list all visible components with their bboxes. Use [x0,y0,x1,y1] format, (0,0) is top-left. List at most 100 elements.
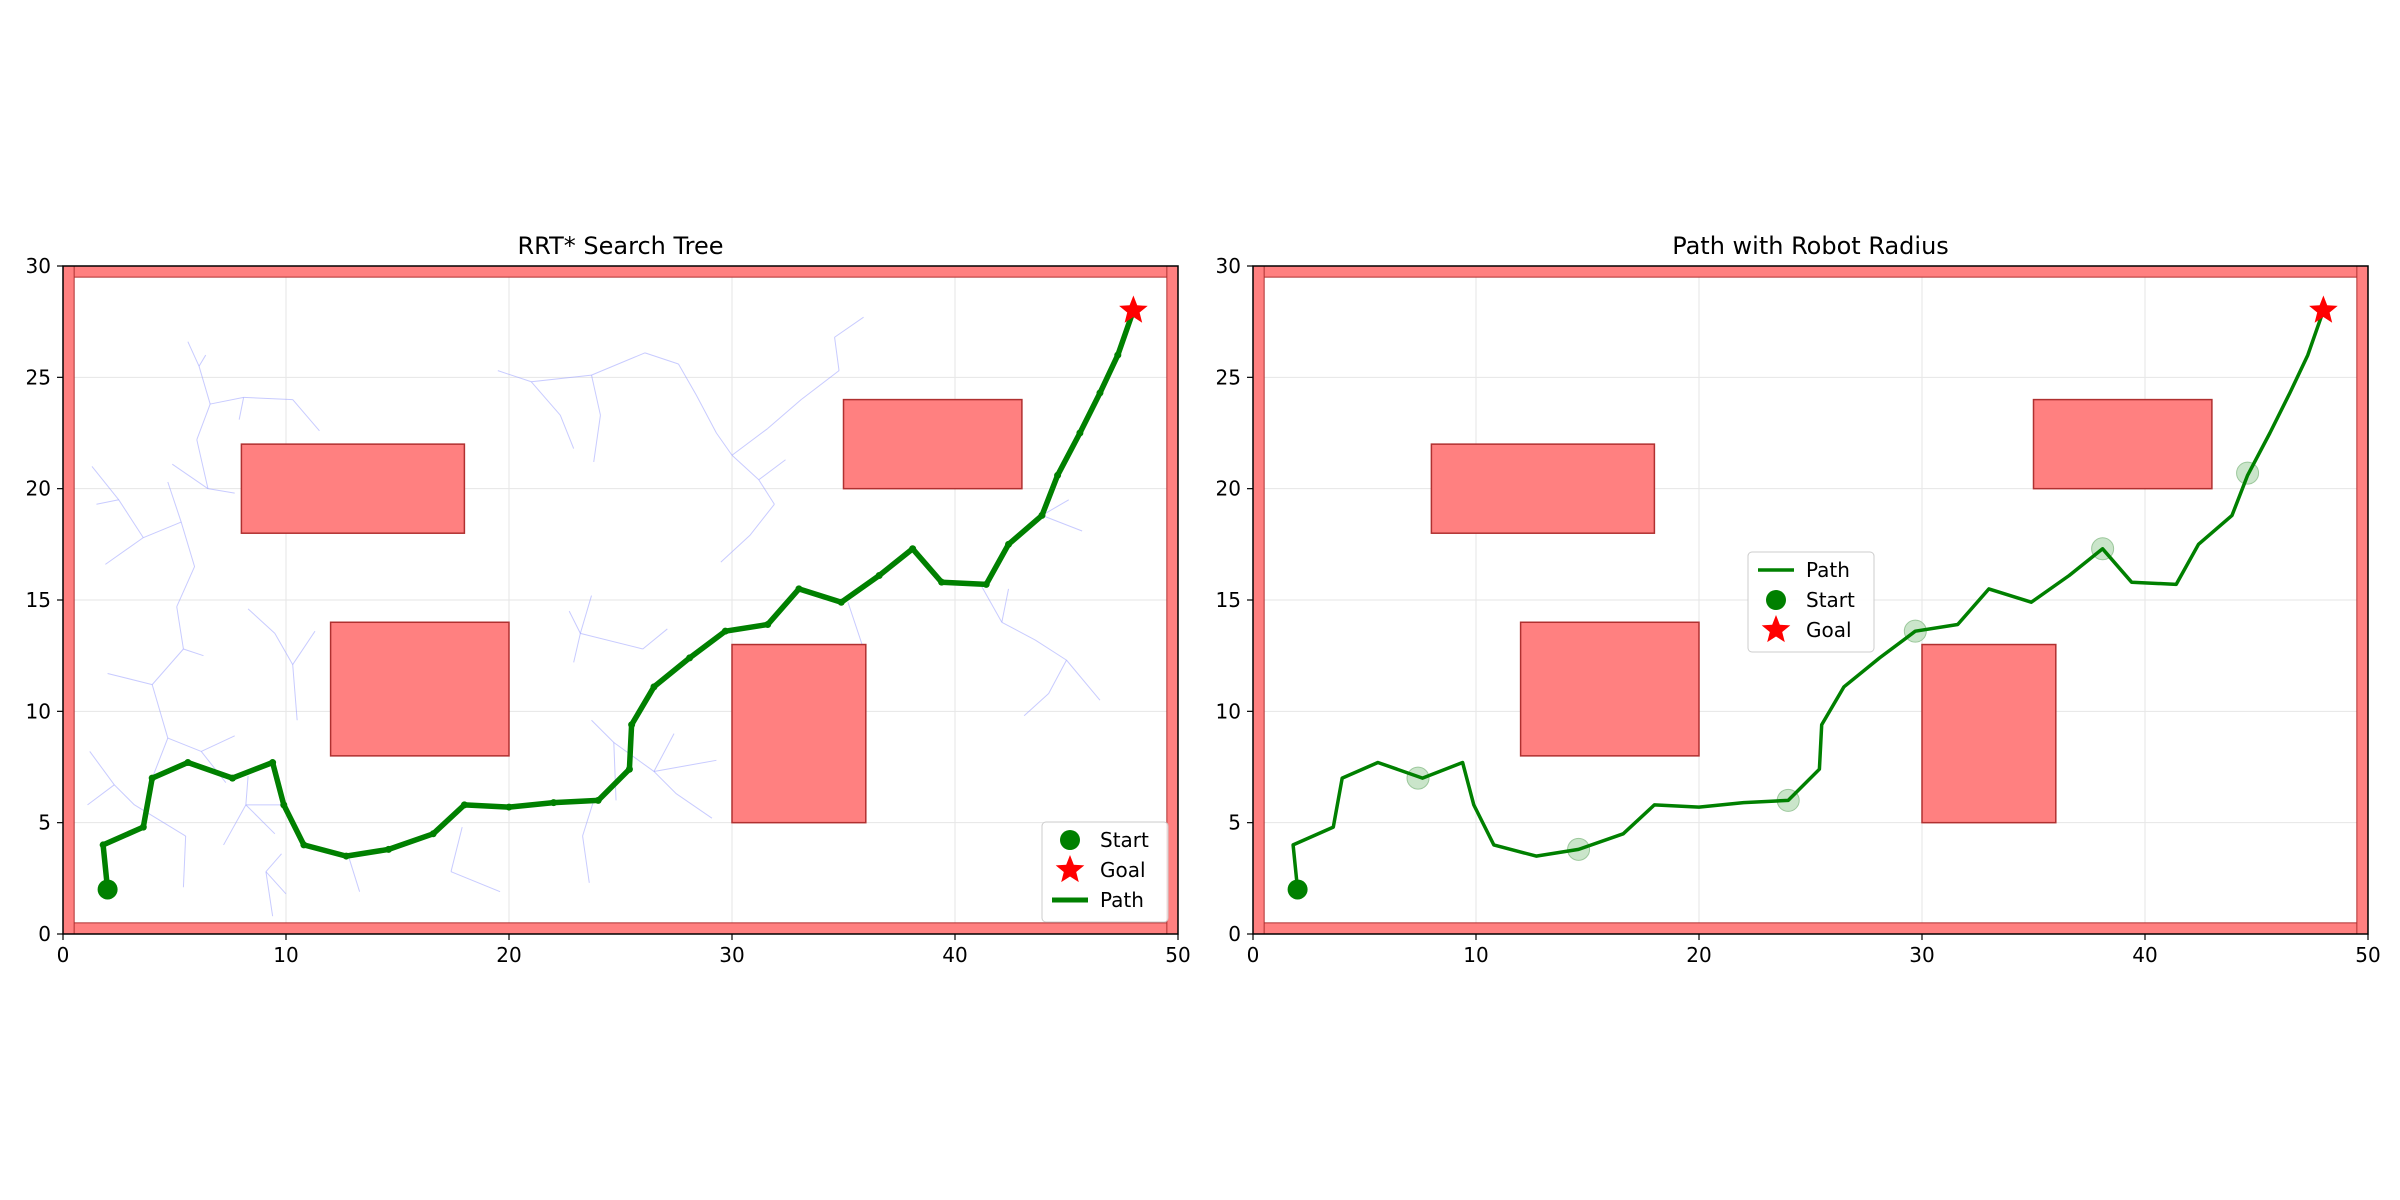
tree-edge [105,537,144,565]
tree-edge [201,735,235,752]
tree-edge [582,800,595,837]
path-node [269,759,277,767]
tree-edge [196,403,211,440]
tree-edge [653,759,717,772]
y-tick-label: 25 [26,365,51,389]
boundary-wall [1252,922,2369,935]
path-node [909,545,917,553]
tree-edge [720,535,751,563]
legend-label: Start [1806,588,1855,612]
tree-edge [591,374,601,416]
tree-edge [1023,693,1049,717]
tree-edge [767,399,802,429]
tree-edge [1001,621,1036,641]
tree-edge [223,804,247,846]
tree-edge [187,341,200,367]
tree-edge [731,454,760,481]
tree-edge [582,835,590,883]
tree-edge [568,610,581,634]
y-tick-label: 10 [1216,699,1241,723]
obstacle [240,443,466,534]
x-tick-label: 40 [2132,943,2157,967]
path-node [148,774,156,782]
x-tick-label: 20 [496,943,521,967]
legend-start-swatch [1060,830,1080,850]
tree-edge [180,521,196,567]
y-tick-label: 15 [26,588,51,612]
y-tick-label: 30 [1216,254,1241,278]
obstacle [329,621,510,757]
x-tick-label: 30 [1909,943,1934,967]
obstacle [731,643,867,824]
tree-edge [450,871,501,893]
tree-edge [613,742,617,801]
tree-edge [497,370,532,383]
path-node [982,580,990,588]
legend: Start Goal Path [1041,821,1169,923]
legend-start-swatch [1766,590,1786,610]
path-node [460,801,468,809]
y-tick-label: 10 [26,699,51,723]
rrt-search-tree-panel: 0 10 20 30 40 50 0 5 10 15 20 25 30 RRT* Search Tree S… [26,232,1191,967]
path-node [594,796,602,804]
tree-edge [176,606,184,650]
x-tick-label: 20 [1686,943,1711,967]
path-node [429,830,437,838]
start-marker [97,879,118,900]
chart-title: Path with Robot Radius [1672,232,1949,260]
tree-edge [265,853,282,872]
tree-edge [591,719,615,743]
tree-edge [243,396,293,401]
boundary-wall [1252,265,2369,278]
tree-edge [151,648,184,685]
start-marker [1287,879,1308,900]
tree-edge [758,459,786,481]
path-node [280,801,288,809]
tree-edge [1048,659,1067,694]
tree-edge [196,439,209,489]
tree-edge [265,871,274,917]
legend: Path Start Goal [1747,551,1875,653]
tree-edge [265,871,287,895]
tree-edge [530,381,561,416]
tree-edge [167,481,182,523]
path-node [342,852,350,860]
tree-edge [1035,639,1067,661]
tree-edge [653,733,675,772]
tree-edge [531,374,592,383]
goal-marker [2309,295,2338,323]
path-node [505,803,513,811]
tree-edge [167,737,202,752]
y-tick-label: 30 [26,254,51,278]
tree-edge [1041,514,1083,532]
tree-edge [591,352,646,376]
tree-edge [198,354,207,367]
tree-edge [1066,659,1101,701]
tree-edge [834,337,840,371]
boundary-wall [62,922,1179,935]
x-tick-label: 10 [273,943,298,967]
tree-edge [198,366,211,405]
legend-label: Path [1100,888,1144,912]
tree-edge [87,784,115,806]
path-node [228,774,236,782]
tree-edge [96,499,119,505]
tree-edge [183,648,204,657]
legend-label: Start [1100,828,1149,852]
tree-edge [347,855,361,892]
tree-edge [107,672,153,686]
tree-edge [238,397,245,420]
tree-edge [113,784,135,806]
boundary-wall [62,265,75,935]
tree-edge [800,370,840,400]
path-node [550,799,558,807]
legend-goal-swatch [1761,615,1791,643]
path-node [385,845,393,853]
path-node [837,598,845,606]
tree-edge [143,521,182,539]
tree-edge [151,684,169,739]
tree-edge [613,742,655,772]
x-tick-label: 10 [1463,943,1488,967]
boundary-wall [62,265,1179,278]
